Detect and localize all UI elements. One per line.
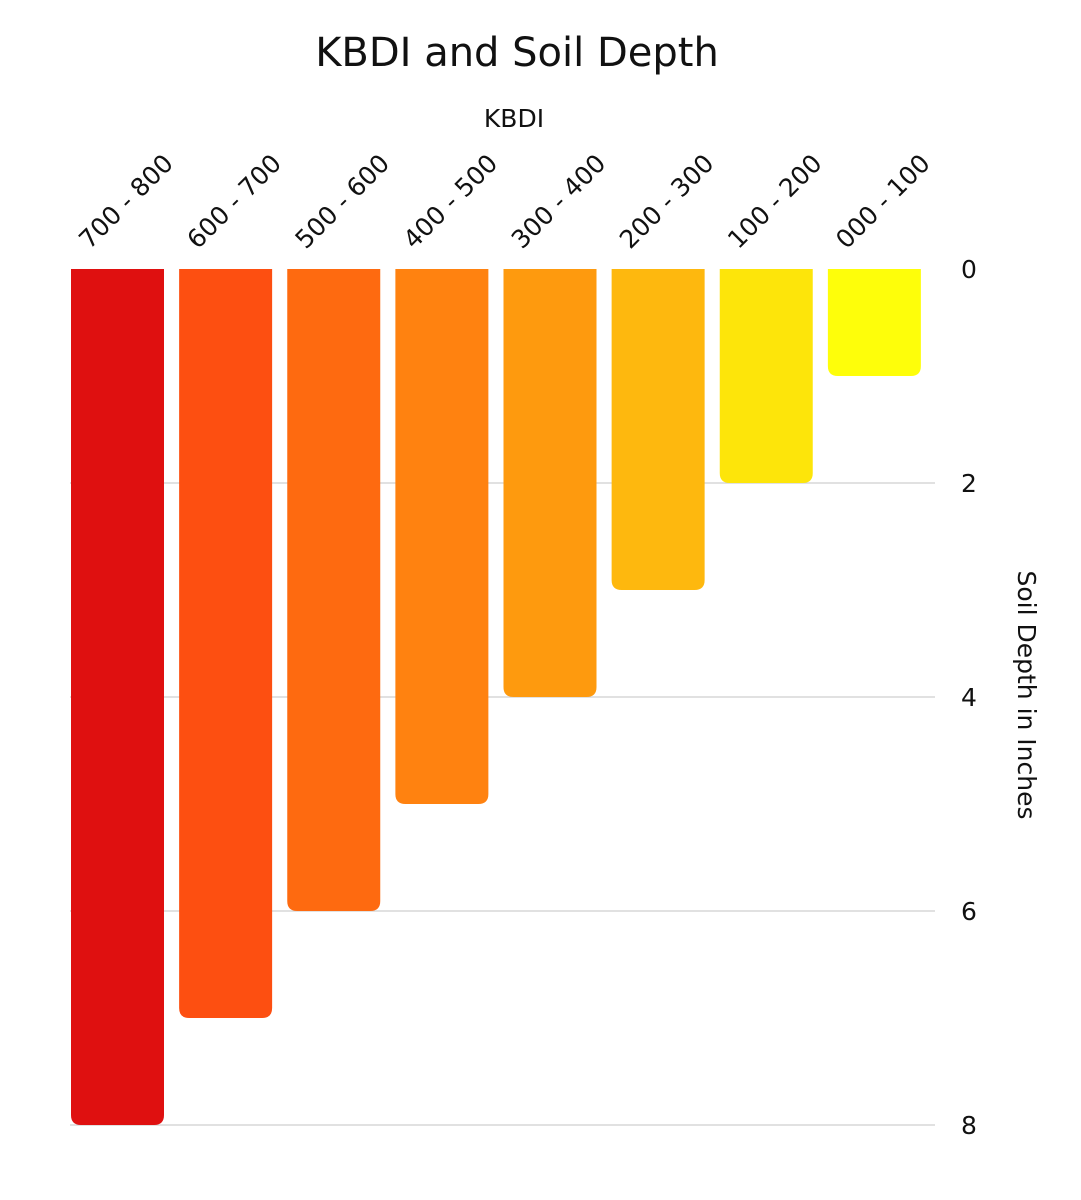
category-label: 200 - 300 xyxy=(614,149,720,255)
x-axis-title: KBDI xyxy=(484,104,544,133)
y-axis-title: Soil Depth in Inches xyxy=(1012,570,1041,819)
category-label: 000 - 100 xyxy=(830,149,936,255)
bar xyxy=(827,269,921,376)
bars xyxy=(71,269,921,1125)
y-tick-label: 6 xyxy=(961,897,977,926)
y-tick-label: 0 xyxy=(961,255,977,284)
category-label: 300 - 400 xyxy=(506,149,612,255)
category-labels: 700 - 800 600 - 700 500 - 600 400 - 500 300 … xyxy=(73,149,935,255)
category-label: 600 - 700 xyxy=(181,149,287,255)
bar xyxy=(71,269,164,1125)
y-tick-labels: 0 2 4 6 8 xyxy=(961,255,977,1140)
category-label: 700 - 800 xyxy=(73,149,179,255)
bar xyxy=(719,269,813,483)
y-tick-label: 2 xyxy=(961,469,977,498)
bar xyxy=(611,269,705,590)
category-label: 500 - 600 xyxy=(289,149,395,255)
bar xyxy=(179,269,273,1018)
category-label: 100 - 200 xyxy=(722,149,828,255)
bar xyxy=(503,269,597,697)
bar xyxy=(395,269,489,804)
bar xyxy=(287,269,381,911)
y-tick-label: 4 xyxy=(961,683,977,712)
category-label: 400 - 500 xyxy=(398,149,504,255)
chart-title: KBDI and Soil Depth xyxy=(315,30,719,76)
y-tick-label: 8 xyxy=(961,1111,977,1140)
